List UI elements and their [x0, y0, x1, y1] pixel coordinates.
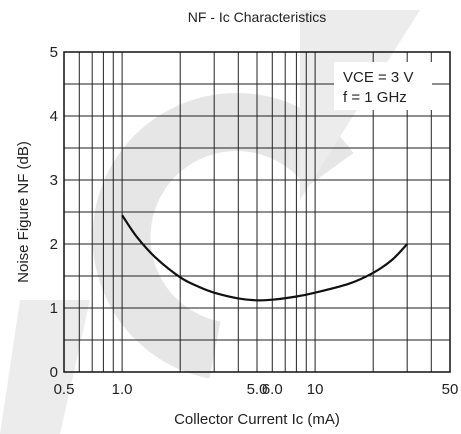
watermark-stroke-2	[0, 300, 90, 434]
y-tick-label: 1	[50, 300, 58, 317]
y-tick-label: 4	[50, 108, 58, 125]
x-tick-label: 6.0	[262, 381, 283, 398]
x-tick-label: 50	[442, 381, 459, 398]
tick-labels: 0.5 1.0 5.06.0 10 50 0 1 2 3 4 5	[50, 44, 459, 398]
y-tick-label: 3	[50, 172, 58, 189]
y-axis-label: Noise Figure NF (dB)	[15, 141, 32, 283]
y-tick-label: 0	[50, 364, 58, 381]
x-tick-label: 10	[307, 381, 324, 398]
annotation-vce: VCE = 3 V	[343, 69, 413, 86]
grid	[64, 52, 450, 372]
x-axis-label: Collector Current Ic (mA)	[174, 411, 340, 428]
annotation-freq: f = 1 GHz	[343, 89, 407, 106]
chart-title: NF - Ic Characteristics	[188, 9, 326, 25]
plot-frame	[63, 51, 451, 373]
x-tick-label: 5.0	[247, 381, 268, 398]
annotation-box	[334, 62, 432, 110]
x-tick-label: 1.0	[112, 381, 133, 398]
x-tick-label: 0.5	[54, 381, 75, 398]
nf-curve	[121, 214, 408, 302]
watermark-arc	[92, 93, 354, 379]
y-tick-label: 5	[50, 44, 58, 61]
y-tick-label: 2	[50, 236, 58, 253]
